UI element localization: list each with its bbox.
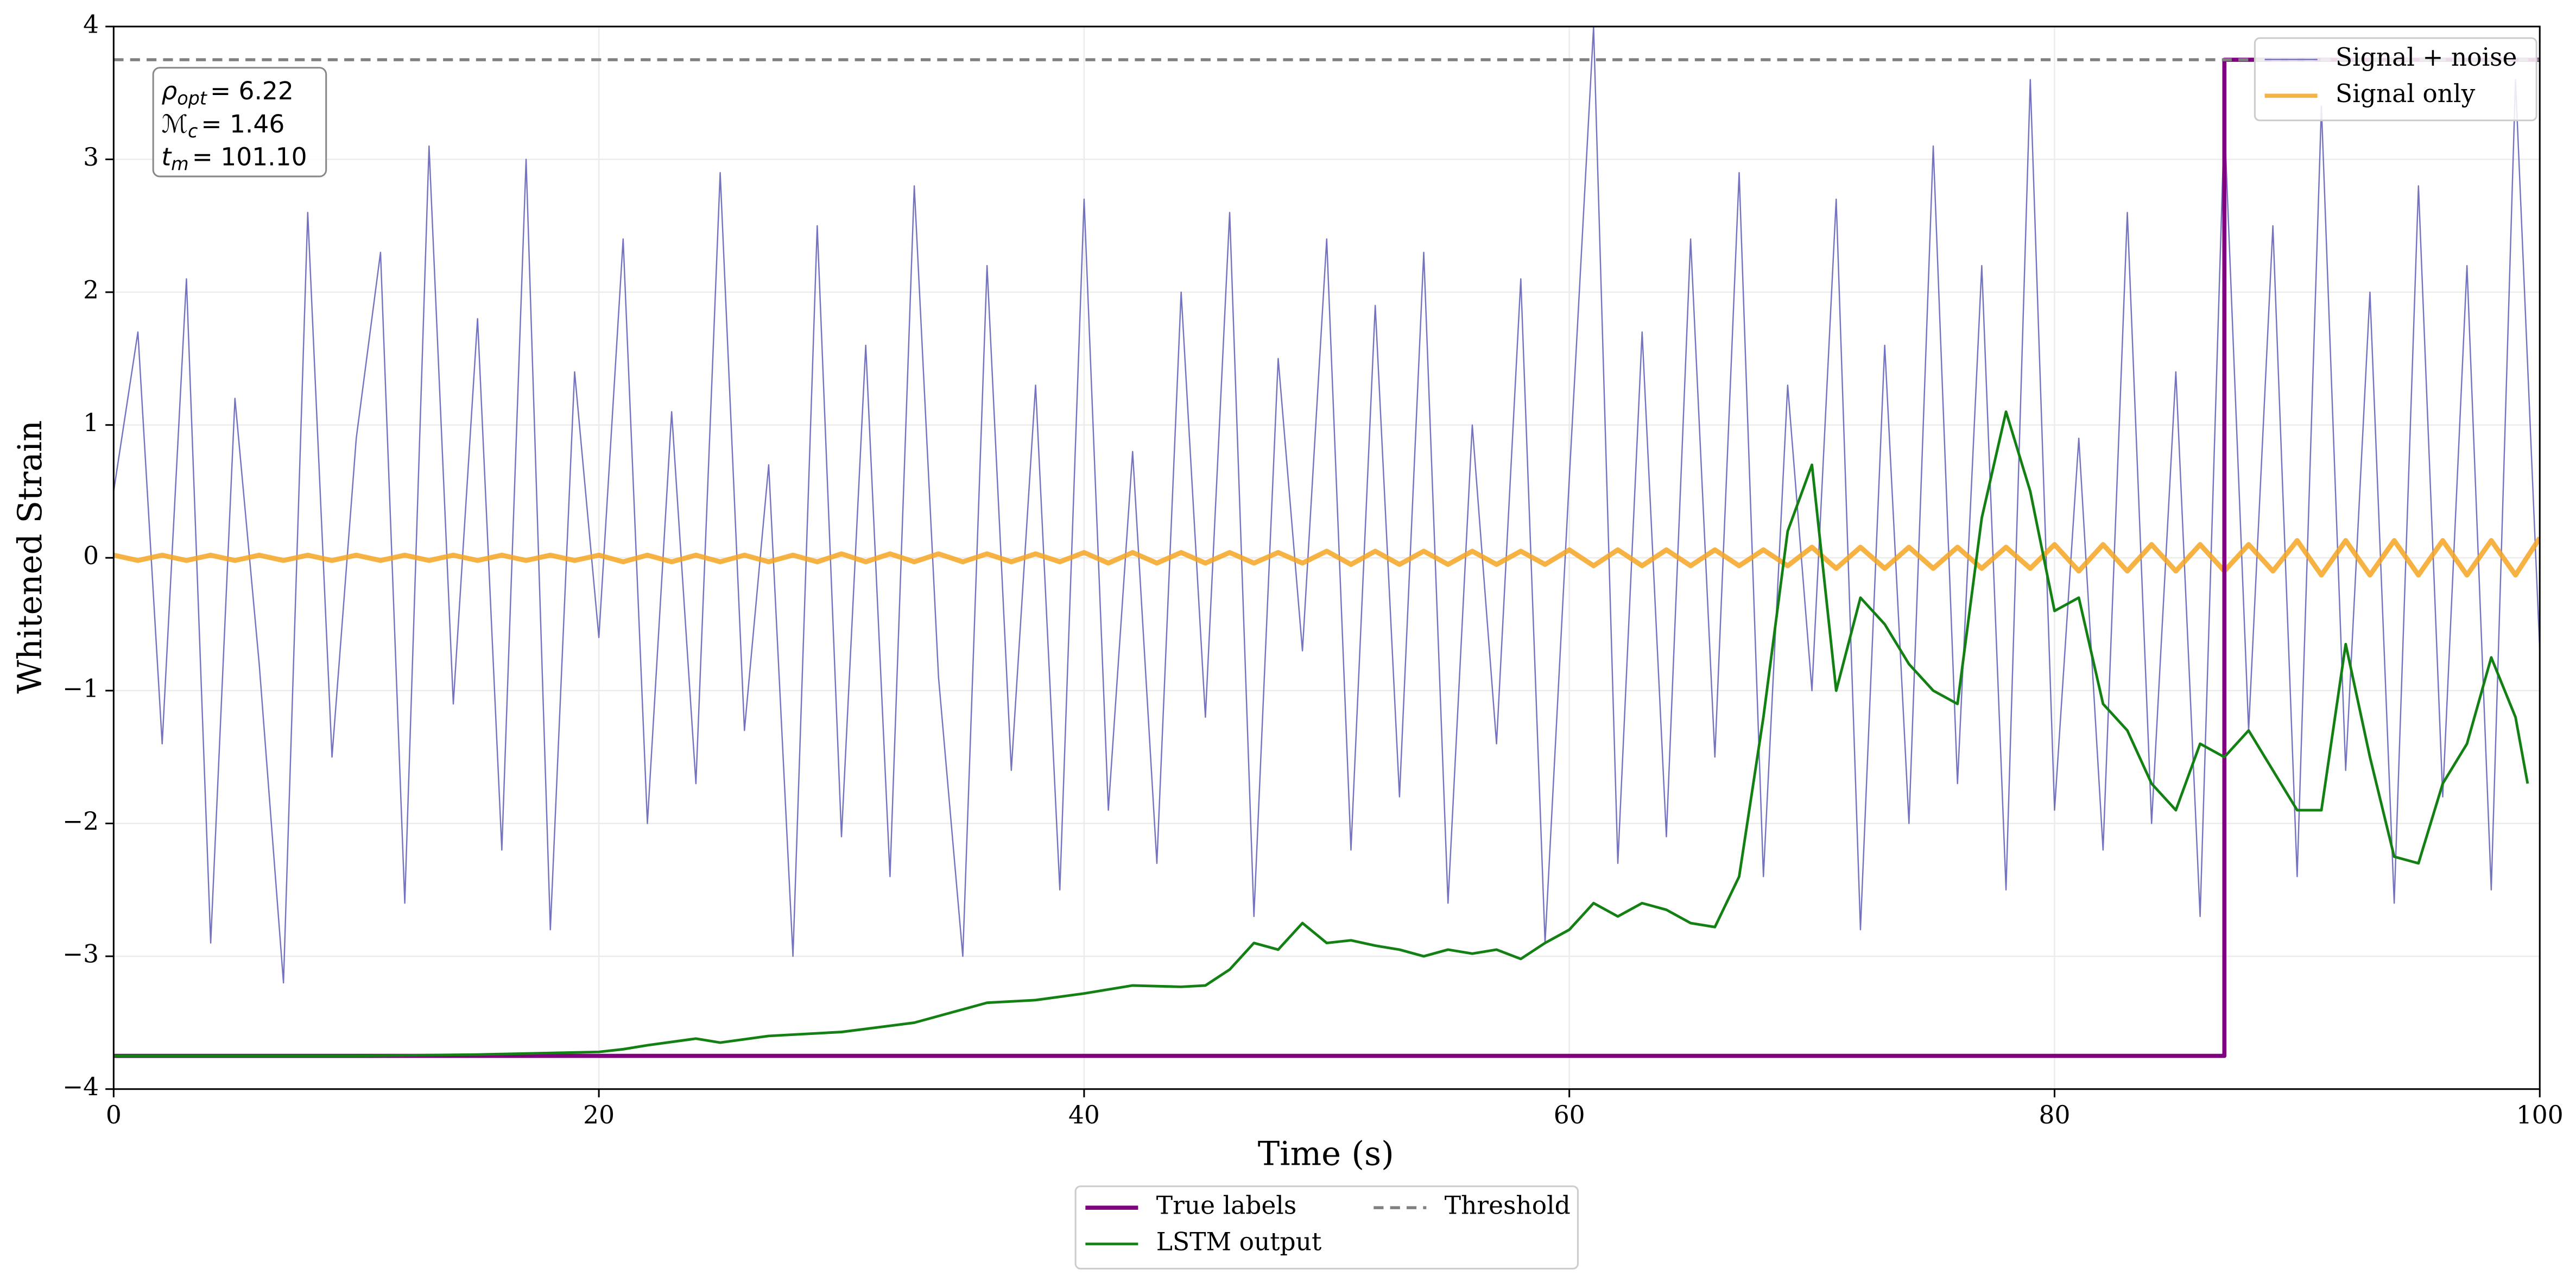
annotation-text: = 6.22 bbox=[210, 77, 294, 105]
y-axis-label: Whitened Strain bbox=[11, 420, 49, 694]
y-tick-label: 3 bbox=[83, 143, 99, 172]
annotation-symbol: ρ bbox=[161, 77, 177, 105]
annotation-subscript: opt bbox=[177, 87, 208, 109]
y-tick-label: 0 bbox=[83, 541, 99, 570]
y-tick-label: 2 bbox=[83, 276, 99, 305]
annotation-text: = 101.10 bbox=[192, 142, 307, 171]
legend-label: True labels bbox=[1156, 1191, 1296, 1220]
y-tick-label: 4 bbox=[83, 10, 99, 39]
y-tick-label: −2 bbox=[62, 807, 99, 836]
y-tick-label: 1 bbox=[83, 408, 99, 437]
y-tick-label: −1 bbox=[62, 674, 99, 703]
y-tick-label: −4 bbox=[62, 1072, 99, 1101]
series-line bbox=[113, 536, 2540, 578]
legend-label: Signal only bbox=[2336, 79, 2476, 108]
annotation: ℳc = 1.46 bbox=[161, 109, 284, 141]
legend-label: Signal + noise bbox=[2336, 43, 2517, 72]
annotation-symbol: ℳ bbox=[161, 109, 188, 138]
annotation-subscript: m bbox=[171, 153, 189, 174]
annotation: tm = 101.10 bbox=[161, 142, 307, 174]
legend-box bbox=[2254, 37, 2537, 122]
annotation: ρopt = 6.22 bbox=[161, 77, 294, 109]
x-tick-label: 20 bbox=[583, 1101, 615, 1129]
x-tick-label: 40 bbox=[1068, 1101, 1100, 1129]
axes-frame bbox=[112, 26, 2541, 1090]
legend-box bbox=[1074, 1185, 1579, 1270]
series-line bbox=[113, 26, 2540, 984]
annotation-box bbox=[152, 67, 327, 178]
x-axis-label: Time (s) bbox=[1258, 1135, 1394, 1173]
annotation-subscript: c bbox=[188, 121, 198, 142]
annotation-text: = 1.46 bbox=[201, 109, 284, 138]
x-tick-label: 100 bbox=[2516, 1101, 2564, 1129]
x-tick-label: 0 bbox=[106, 1101, 122, 1129]
series-line bbox=[113, 410, 2529, 1057]
x-tick-label: 60 bbox=[1554, 1101, 1585, 1129]
legend-label: LSTM output bbox=[1156, 1227, 1321, 1256]
legend-label: Threshold bbox=[1445, 1191, 1571, 1220]
annotation-symbol: t bbox=[161, 142, 172, 171]
x-tick-label: 80 bbox=[2039, 1101, 2071, 1129]
y-tick-label: −3 bbox=[62, 940, 99, 969]
